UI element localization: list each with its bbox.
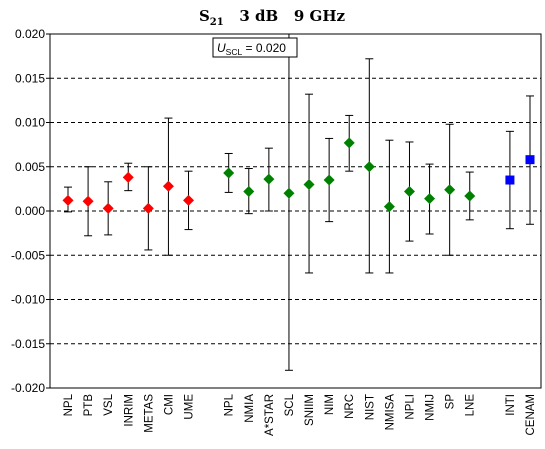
x-category-label: NRC xyxy=(344,394,356,419)
data-point xyxy=(82,195,94,207)
x-category-label: VSL xyxy=(103,393,115,415)
x-category-label: CENAM xyxy=(525,394,537,436)
x-category-label: NPL xyxy=(63,393,75,416)
data-point xyxy=(223,167,235,179)
x-category-label: NPL xyxy=(224,393,236,416)
data-point xyxy=(142,202,154,214)
series-1 xyxy=(223,34,476,371)
data-point xyxy=(525,155,535,165)
y-tick-label: 0.020 xyxy=(15,27,45,41)
data-point xyxy=(505,175,515,185)
data-point xyxy=(444,184,456,196)
y-axis-ticks: 0.020 0.015 0.010 0.005 0.000 -0.005 -0.010 -0.… xyxy=(11,27,50,395)
y-tick-label: 0.005 xyxy=(15,160,45,174)
y-tick-label: -0.015 xyxy=(11,337,45,351)
annotation-box: USCL = 0.020 xyxy=(212,37,298,58)
x-category-label: NPLI xyxy=(404,394,416,420)
data-point xyxy=(183,194,195,206)
data-series xyxy=(62,34,535,371)
y-tick-label: -0.020 xyxy=(11,381,45,395)
chart-title-rest: 3 dB 9 GHz xyxy=(224,7,346,25)
y-tick-label: -0.005 xyxy=(11,248,45,262)
x-category-label: INTI xyxy=(505,394,517,416)
x-category-label: SNIIM xyxy=(304,394,316,426)
data-point xyxy=(363,161,375,173)
data-point xyxy=(62,194,74,206)
annotation-value: = 0.020 xyxy=(242,41,286,55)
annotation-subscript: SCL xyxy=(226,47,243,57)
x-category-label: METAS xyxy=(143,394,155,433)
x-category-label: SP xyxy=(445,394,457,410)
annotation-symbol: U xyxy=(217,41,226,55)
data-point xyxy=(403,186,415,198)
data-point xyxy=(383,201,395,213)
data-point xyxy=(424,193,436,205)
chart-title: S21 3 dB 9 GHz xyxy=(199,7,346,28)
plot-area-border xyxy=(49,33,542,389)
chart-title-main: S xyxy=(199,7,210,25)
data-point xyxy=(323,174,335,186)
data-point xyxy=(122,171,134,183)
x-category-label: UME xyxy=(184,394,196,420)
x-category-label: INRIM xyxy=(123,394,135,427)
chart-title-subscript: 21 xyxy=(210,17,224,28)
data-point xyxy=(464,190,476,202)
data-point xyxy=(102,202,114,214)
series-0 xyxy=(62,117,195,256)
x-category-label: NMIA xyxy=(244,394,256,423)
data-point xyxy=(343,137,355,149)
data-point xyxy=(303,178,315,190)
y-tick-label: 0.015 xyxy=(15,71,45,85)
grid-lines xyxy=(50,33,541,389)
x-category-label: SCL xyxy=(284,393,296,416)
series-2 xyxy=(505,95,535,230)
x-category-label: LNE xyxy=(465,394,477,417)
data-point xyxy=(263,173,275,185)
y-tick-label: -0.010 xyxy=(11,293,45,307)
x-category-label: NIST xyxy=(364,394,376,420)
annotation-text: USCL = 0.020 xyxy=(217,41,286,57)
x-category-label: CMI xyxy=(163,394,175,415)
y-tick-label: 0.010 xyxy=(15,116,45,130)
x-category-label: NMIJ xyxy=(425,394,437,421)
x-category-label: NMISA xyxy=(384,394,396,431)
x-category-label: NIM xyxy=(324,394,336,415)
y-tick-label: 0.000 xyxy=(15,204,45,218)
annotation-frame xyxy=(212,37,298,58)
data-point xyxy=(162,180,174,192)
x-axis-category-labels: NPL PTB VSL INRIM METAS CMI UME NPL NMIA A*STAR SC… xyxy=(63,393,537,436)
x-category-label: PTB xyxy=(83,394,95,417)
data-point xyxy=(283,187,295,199)
x-category-label: A*STAR xyxy=(264,394,276,436)
data-point xyxy=(243,186,255,198)
